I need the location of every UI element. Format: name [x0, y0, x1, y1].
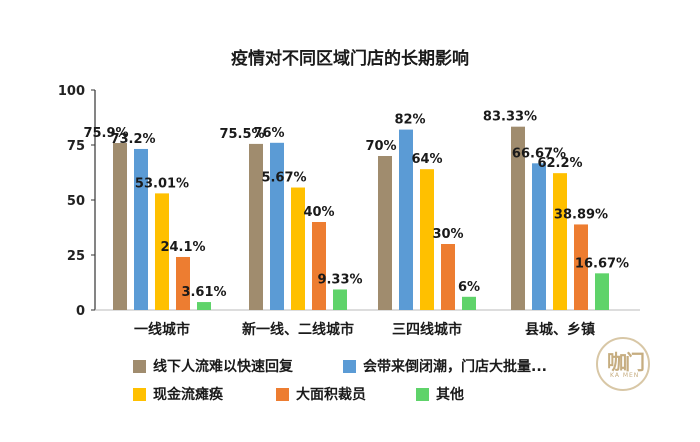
kamen-logo: 咖门 KA MEN [596, 337, 650, 391]
legend-swatch [133, 359, 146, 373]
x-tick-label: 县城、乡镇 [525, 321, 595, 338]
bar-3-1 [155, 193, 169, 310]
data-label: 66.67% [512, 146, 566, 161]
bar-2-3 [399, 129, 413, 310]
logo-subtext: KA MEN [610, 372, 640, 379]
data-label: 9.33% [317, 272, 362, 287]
bar-2-1 [134, 148, 148, 310]
axes: 0 25 50 75 100 一线城市 新一线、二线城市 三四线城市 县城、乡镇 [58, 84, 640, 338]
bar-5-1 [197, 302, 211, 310]
legend-label: 现金流瘫痪 [153, 387, 223, 403]
legend-swatch [276, 387, 289, 401]
chart-title: 疫情对不同区域门店的长期影响 [231, 48, 469, 69]
x-tick-label: 新一线、二线城市 [242, 321, 354, 338]
bar-3-2 [291, 187, 305, 310]
bar-3-4 [553, 173, 567, 310]
bars [113, 126, 609, 310]
legend-label: 其他 [436, 387, 464, 403]
logo-text: 咖门 [607, 350, 645, 374]
data-label: 75.9% [83, 126, 128, 141]
data-label: 82% [394, 113, 425, 128]
legend-item: 会带来倒闭潮，门店大批量... [343, 356, 547, 376]
legend-label: 会带来倒闭潮，门店大批量... [363, 359, 547, 375]
data-label: 6% [458, 280, 480, 295]
legend-swatch [343, 359, 356, 373]
y-tick-label: 0 [76, 304, 85, 319]
data-label: 16.67% [575, 256, 629, 271]
data-label: 30% [432, 227, 463, 242]
bar-1-1 [113, 143, 127, 310]
bar-5-3 [462, 296, 476, 310]
data-label: 62.2% [537, 156, 582, 171]
x-tick-label: 三四线城市 [392, 321, 462, 338]
data-label: 38.89% [554, 207, 608, 222]
bar-1-4 [511, 126, 525, 310]
y-tick-label: 50 [67, 194, 85, 209]
data-label: 76% [253, 126, 284, 141]
bar-4-4 [574, 224, 588, 310]
data-label: 3.61% [181, 285, 226, 300]
y-tick-label: 75 [67, 139, 85, 154]
legend-item: 大面积裁员 [276, 384, 366, 404]
legend-swatch [133, 387, 146, 401]
data-label: 75.5% [219, 127, 264, 142]
bar-1-2 [249, 143, 263, 310]
data-label: 24.1% [160, 240, 205, 255]
legend-item: 现金流瘫痪 [133, 384, 223, 404]
legend-item: 其他 [416, 384, 464, 404]
bar-3-3 [420, 169, 434, 310]
data-labels: 75.9%73.2% 53.01% 24.1% 3.61% 75.5%76% 5.67% 4… [83, 110, 629, 300]
legend-label: 大面积裁员 [296, 387, 366, 403]
data-label: 73.2% [110, 132, 155, 147]
y-tick-label: 100 [58, 84, 85, 99]
data-label: 70% [365, 139, 396, 154]
legend-item: 线下人流难以快速回复 [133, 356, 293, 376]
bar-4-3 [441, 244, 455, 310]
data-label: 64% [411, 152, 442, 167]
x-tick-label: 一线城市 [134, 321, 190, 338]
data-label: 5.67% [261, 171, 306, 186]
data-label: 53.01% [135, 176, 189, 191]
bar-4-2 [312, 222, 326, 310]
bar-2-2 [270, 142, 284, 310]
legend-label: 线下人流难以快速回复 [153, 359, 293, 375]
bar-5-2 [333, 289, 347, 310]
legend-swatch [416, 387, 429, 401]
bar-2-4 [532, 163, 546, 310]
data-label: 40% [303, 205, 334, 220]
bar-5-4 [595, 273, 609, 310]
bar-4-1 [176, 256, 190, 310]
y-tick-label: 25 [67, 249, 85, 264]
data-label: 83.33% [483, 110, 537, 125]
bar-1-3 [378, 156, 392, 310]
